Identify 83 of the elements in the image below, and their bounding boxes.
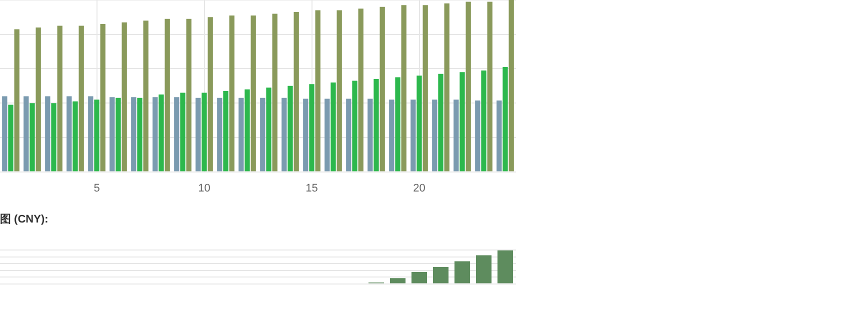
bar <box>309 84 314 172</box>
bar <box>78 26 84 172</box>
bar <box>444 3 450 172</box>
bar <box>100 24 106 172</box>
bar <box>57 26 62 172</box>
bar <box>508 0 514 172</box>
bar <box>196 98 201 172</box>
bar <box>158 94 164 172</box>
bar <box>94 100 100 172</box>
bar <box>208 17 213 172</box>
bar <box>294 12 299 172</box>
bar <box>454 100 459 172</box>
x-tick-label: 10 <box>198 182 210 194</box>
bar <box>315 10 320 172</box>
bar <box>410 100 416 172</box>
bar <box>438 74 444 172</box>
bar <box>416 76 422 172</box>
bar <box>374 79 379 172</box>
bar <box>336 10 342 172</box>
bar <box>487 2 492 172</box>
bar <box>174 97 180 172</box>
bar <box>476 255 492 284</box>
bar <box>481 70 486 172</box>
bar <box>358 8 364 172</box>
bar <box>324 98 330 172</box>
bar <box>496 100 502 172</box>
bar <box>380 6 385 172</box>
bar <box>238 98 244 172</box>
bar <box>217 98 222 172</box>
bar <box>180 92 186 172</box>
bar <box>422 5 428 172</box>
bar <box>368 98 373 172</box>
bar <box>223 91 228 172</box>
bar <box>466 2 471 172</box>
bar <box>186 18 192 172</box>
bar <box>432 267 449 284</box>
bar <box>51 103 56 172</box>
bar <box>116 98 121 172</box>
bar <box>8 104 14 172</box>
bar <box>346 98 352 172</box>
bar <box>250 15 256 172</box>
bar <box>152 97 158 172</box>
bar <box>45 96 50 172</box>
bar <box>2 96 8 172</box>
bar <box>244 89 250 172</box>
bar <box>72 101 78 172</box>
bar <box>475 100 480 172</box>
bar <box>229 15 234 172</box>
bar <box>266 88 272 172</box>
bar <box>14 29 20 172</box>
bar <box>460 72 465 172</box>
chart-title: 图 (CNY): <box>0 214 48 226</box>
bar <box>137 98 142 172</box>
bar <box>202 92 207 172</box>
bar <box>143 20 148 172</box>
bar <box>390 278 406 284</box>
x-tick-label: 5 <box>94 182 100 194</box>
bar <box>131 97 136 172</box>
bar <box>330 82 336 172</box>
bar <box>288 86 293 172</box>
bar <box>303 98 308 172</box>
bar <box>36 27 41 172</box>
bar <box>497 250 514 284</box>
bar <box>282 98 287 172</box>
bar <box>164 18 170 172</box>
bar <box>122 22 127 172</box>
bar <box>110 97 115 172</box>
bar <box>88 96 94 172</box>
bar <box>352 80 358 172</box>
bar <box>389 100 394 172</box>
bar <box>272 14 278 172</box>
bar <box>432 100 438 172</box>
bar <box>66 96 72 172</box>
bar <box>454 261 470 284</box>
bar <box>24 96 29 172</box>
bar <box>260 98 266 172</box>
x-tick-label: 15 <box>306 182 318 194</box>
bar <box>401 5 406 172</box>
bar <box>411 272 428 284</box>
x-tick-label: 20 <box>413 182 426 194</box>
bar <box>30 103 35 172</box>
bar <box>502 67 508 172</box>
bar <box>395 77 400 172</box>
